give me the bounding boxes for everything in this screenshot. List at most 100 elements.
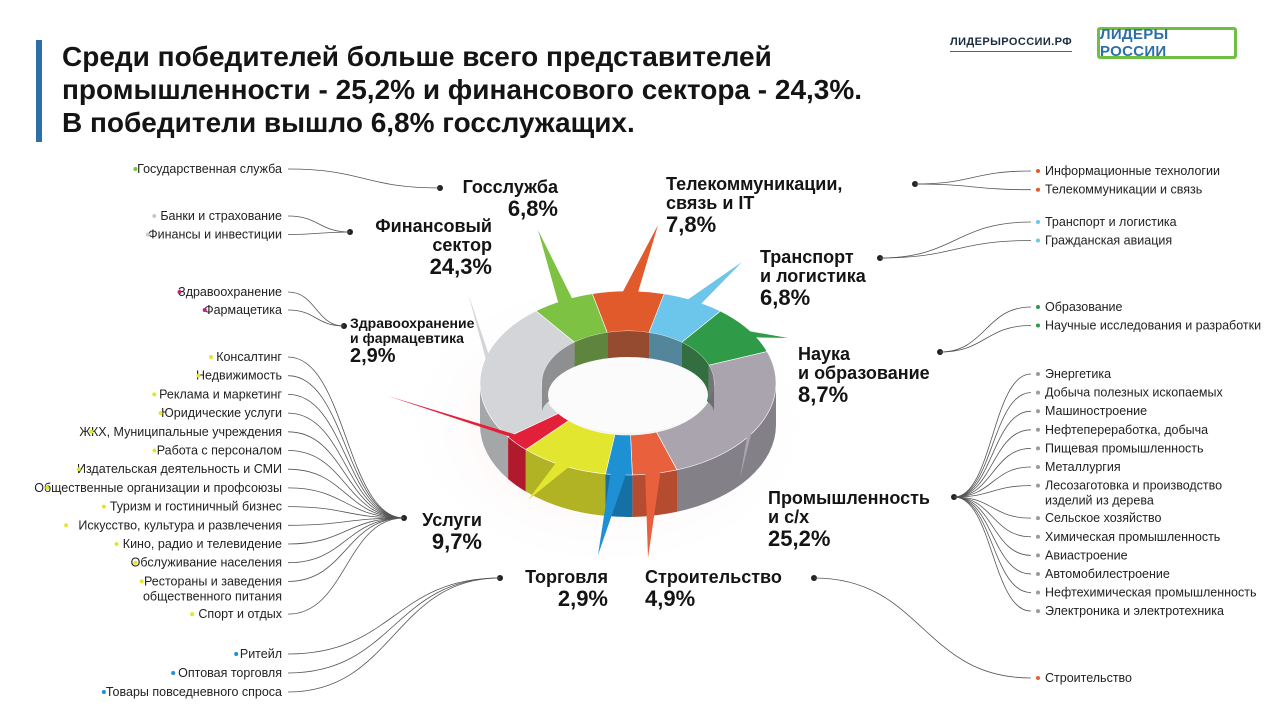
connector-line [953, 496, 1032, 612]
subcategory-item: Кино, радио и телевидение [114, 537, 282, 551]
subcategory-label: Сельское хозяйство [1045, 511, 1161, 525]
connector-line [287, 394, 405, 519]
connector-line [287, 231, 351, 235]
segment-name: Финансовый [375, 216, 492, 236]
subcategory-item: Транспорт и логистика [1036, 215, 1177, 229]
connector-line [287, 517, 405, 582]
connector-line [287, 168, 441, 189]
subcategory-item: Нефтепереработка, добыча [1036, 423, 1208, 437]
subcategory-label: Строительство [1045, 671, 1132, 685]
subcategory-label: Электроника и электротехника [1045, 604, 1224, 618]
segment-value: 24,3% [430, 254, 492, 279]
callout-spike-9 [681, 262, 742, 309]
segment-name: Промышленность [768, 488, 930, 508]
connector-lines [287, 168, 1032, 693]
subcategory-label: Лесозаготовка и производство [1045, 479, 1222, 493]
subcategory-item: Телекоммуникации и связь [1036, 183, 1202, 197]
subcategory-item: Обслуживание населения [131, 556, 282, 570]
bullet-dot [1036, 465, 1040, 469]
connector-line [879, 221, 1032, 259]
connector-line [914, 183, 1032, 191]
bullet-dot [1036, 238, 1040, 243]
connector-line [953, 485, 1032, 498]
connector-line [287, 375, 405, 519]
subcategory-item: Товары повседневного спроса [101, 685, 282, 699]
subcategory-label: Нефтехимическая промышленность [1045, 586, 1256, 600]
donut-side-1 [676, 383, 776, 512]
connector-line [287, 577, 501, 674]
subcategory-label: Научные исследования и разработки [1045, 319, 1261, 333]
connector-line [953, 466, 1032, 498]
subcategory-item: Реклама и маркетинг [152, 387, 282, 401]
subcategory-item: Туризм и гостиничный бизнес [101, 500, 282, 514]
subcategory-lists: Энергетика Добыча полезных ископаемых Маши… [34, 162, 1261, 699]
callout-spike-7 [538, 230, 575, 309]
subcategory-item: Гражданская авиация [1036, 234, 1172, 248]
subcategory-item: Автомобилестроение [1036, 567, 1170, 581]
connector-line [953, 496, 1032, 593]
segment-value: 2,9% [558, 586, 608, 611]
subcategory-item: Финансы и инвестиции [146, 228, 282, 242]
connector-line [953, 448, 1032, 498]
callout-spike-1 [740, 415, 757, 478]
subcategory-item: Государственная служба [133, 162, 282, 176]
bullet-dot [146, 232, 150, 237]
subcategory-label: Информационные технологии [1045, 164, 1220, 178]
connector-line [287, 412, 405, 519]
bullet-dot [76, 467, 81, 472]
bullet-dot [1036, 446, 1040, 451]
subcategory-label: Товары повседневного спроса [106, 685, 282, 699]
subcategory-label: Работа с персоналом [157, 444, 282, 458]
bullet-dot [1036, 609, 1040, 614]
subcategory-label: Химическая промышленность [1045, 530, 1220, 544]
connector-line [953, 496, 1032, 556]
subcategory-item: Образование [1036, 300, 1123, 314]
subcategory-item: Юридические услуги [158, 406, 282, 420]
subcategory-item: Сельское хозяйство [1036, 511, 1161, 525]
segment-value: 8,7% [798, 382, 848, 407]
subcategory-label: Энергетика [1045, 367, 1111, 381]
donut-inner-1 [708, 365, 714, 413]
subcategory-label: Искусство, культура и развлечения [78, 518, 282, 532]
page-title: Среди победителей больше всего представи… [62, 40, 942, 139]
bullet-dot [1036, 676, 1040, 680]
connector-line [953, 429, 1032, 498]
bullet-dot [209, 355, 213, 359]
subcategory-item: Здравоохранение [177, 285, 282, 299]
segment-name: Торговля [525, 567, 608, 587]
bullet-dot [101, 690, 106, 694]
connector-line [953, 392, 1032, 498]
subcategory-item: Электроника и электротехника [1036, 604, 1224, 618]
segment-name: и логистика [760, 266, 867, 286]
site-link[interactable]: ЛИДЕРЫРОССИИ.РФ [950, 36, 1072, 52]
subcategory-label: общественного питания [143, 589, 282, 603]
segment-name: связь и IT [666, 193, 754, 213]
callout-spike-10 [735, 328, 788, 338]
subcategory-item: Авиастроение [1036, 548, 1128, 562]
callout-spike-8 [619, 225, 658, 298]
connector-line [287, 291, 345, 327]
subcategory-item: Издательская деятельность и СМИ [76, 462, 282, 476]
callout-spike-2 [644, 466, 662, 558]
connector-line [287, 577, 501, 693]
subcategory-label: Юридические услуги [161, 406, 282, 420]
bullet-dot [45, 485, 50, 490]
subcategory-item: Научные исследования и разработки [1036, 319, 1261, 333]
subcategory-label: Металлургия [1045, 460, 1121, 474]
subcategory-label: Издательская деятельность и СМИ [77, 462, 282, 476]
title-accent-bar [36, 40, 42, 142]
bullet-dot [152, 448, 157, 453]
bullet-dot [152, 214, 157, 218]
subcategory-item: Строительство [1036, 671, 1132, 685]
subcategory-label: ЖКХ, Муниципальные учреждения [79, 425, 282, 439]
